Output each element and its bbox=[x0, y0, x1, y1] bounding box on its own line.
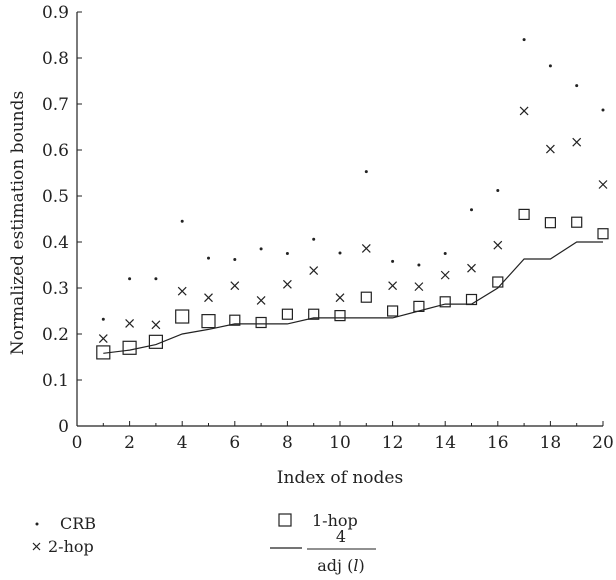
y-tick-label: 0.8 bbox=[42, 49, 69, 69]
crb-point bbox=[364, 170, 368, 174]
one-hop-point bbox=[175, 309, 190, 324]
two-hop-point bbox=[230, 281, 240, 291]
crb-point bbox=[285, 252, 289, 255]
x-axis-label: Index of nodes bbox=[277, 468, 403, 488]
crb-point bbox=[207, 256, 210, 260]
crb-point bbox=[443, 252, 447, 255]
crb-point bbox=[312, 237, 316, 241]
crb-point bbox=[522, 38, 526, 42]
x-tick-label: 8 bbox=[282, 433, 293, 453]
one-hop-point bbox=[229, 314, 241, 326]
two-hop-point bbox=[467, 263, 476, 273]
two-hop-point bbox=[545, 144, 555, 154]
two-hop-point bbox=[335, 293, 345, 303]
one-hop-point bbox=[571, 216, 583, 228]
one-hop-point bbox=[201, 314, 216, 329]
x-tick-label: 4 bbox=[177, 433, 188, 453]
crb-point bbox=[548, 64, 552, 68]
two-hop-point bbox=[151, 320, 161, 330]
x-tick-label: 2 bbox=[124, 433, 135, 453]
crb-point bbox=[601, 108, 605, 112]
x-tick-label: 20 bbox=[592, 433, 614, 453]
two-hop-point bbox=[204, 293, 213, 303]
one-hop-point bbox=[308, 308, 320, 320]
y-tick-label: 0.7 bbox=[42, 95, 69, 115]
y-tick-label: 0.4 bbox=[42, 233, 69, 253]
crb-point bbox=[180, 219, 184, 223]
crb-point bbox=[470, 208, 473, 212]
two-hop-point bbox=[98, 334, 108, 344]
legend-denominator-suffix: ) bbox=[358, 556, 364, 575]
legend-2hop-label: 2-hop bbox=[48, 537, 94, 556]
crb-point bbox=[154, 277, 158, 281]
y-tick-label: 0.3 bbox=[42, 279, 69, 299]
legend-denominator-variable: l bbox=[353, 556, 358, 575]
legend-step-denominator: adj (l) bbox=[317, 556, 364, 575]
two-hop-point bbox=[177, 286, 187, 296]
two-hop-point bbox=[361, 244, 371, 253]
two-hop-point bbox=[493, 240, 503, 250]
legend-crb-marker bbox=[35, 522, 39, 526]
ticks: 0 2 4 6 8 10 12 14 16 18 20 0 0.1 0.2 0.3 0.4 0.5 0.6 0.7 0… bbox=[42, 3, 614, 453]
crb-point bbox=[338, 251, 342, 255]
crb-point bbox=[391, 259, 395, 263]
crb-point bbox=[575, 84, 579, 88]
one-hop-point bbox=[255, 316, 267, 329]
legend-step-numerator: 4 bbox=[336, 527, 346, 546]
one-hop-point bbox=[544, 217, 557, 229]
x-tick-label: 10 bbox=[329, 433, 351, 453]
crb-point bbox=[233, 257, 237, 261]
one-hop-point bbox=[439, 296, 451, 308]
x-tick-label: 12 bbox=[382, 433, 404, 453]
legend-crb-label: CRB bbox=[60, 514, 96, 533]
two-hop-point bbox=[256, 295, 266, 305]
legend-2hop-marker bbox=[32, 542, 41, 551]
crb-point bbox=[259, 247, 263, 251]
one-hop-point bbox=[465, 293, 478, 306]
one-hop-point bbox=[518, 208, 530, 220]
one-hop-point bbox=[492, 276, 504, 288]
two-hop-point bbox=[414, 282, 424, 292]
y-tick-label: 0.5 bbox=[42, 187, 69, 207]
y-tick-label: 0.9 bbox=[42, 3, 69, 23]
two-hop-point bbox=[572, 137, 582, 147]
crb-point bbox=[417, 263, 421, 267]
one-hop-point bbox=[387, 305, 399, 317]
one-hop-point bbox=[281, 308, 293, 320]
crb-point bbox=[101, 317, 105, 321]
two-hop-point bbox=[388, 281, 398, 291]
x-tick-label: 6 bbox=[229, 433, 240, 453]
two-hop-point bbox=[282, 279, 292, 289]
y-tick-label: 0.1 bbox=[42, 371, 69, 391]
legend-1hop-marker bbox=[278, 513, 292, 527]
two-hop-point bbox=[440, 270, 450, 280]
y-tick-label: 0.2 bbox=[42, 325, 69, 345]
legend: CRB 2-hop 1-hop 4 adj (l) bbox=[32, 511, 376, 575]
y-axis-label: Normalized estimation bounds bbox=[8, 91, 28, 355]
plot-marks bbox=[96, 38, 609, 360]
x-tick-label: 0 bbox=[72, 433, 83, 453]
one-hop-point bbox=[122, 340, 137, 355]
two-hop-point bbox=[125, 318, 135, 328]
two-hop-point bbox=[598, 180, 608, 189]
one-hop-point bbox=[334, 310, 346, 322]
crb-point bbox=[128, 277, 132, 281]
crb-point bbox=[496, 188, 500, 192]
y-tick-label: 0 bbox=[58, 417, 69, 437]
x-tick-label: 14 bbox=[434, 433, 456, 453]
step-line-series bbox=[103, 241, 603, 354]
one-hop-point bbox=[360, 291, 372, 303]
x-tick-label: 18 bbox=[540, 433, 562, 453]
one-hop-point bbox=[148, 334, 163, 349]
legend-1hop-label: 1-hop bbox=[312, 511, 358, 530]
two-hop-point bbox=[519, 106, 529, 116]
y-tick-label: 0.6 bbox=[42, 141, 69, 161]
legend-denominator-prefix: adj ( bbox=[317, 556, 353, 575]
two-hop-point bbox=[309, 266, 319, 275]
x-tick-label: 16 bbox=[487, 433, 509, 453]
one-hop-point bbox=[597, 228, 609, 240]
